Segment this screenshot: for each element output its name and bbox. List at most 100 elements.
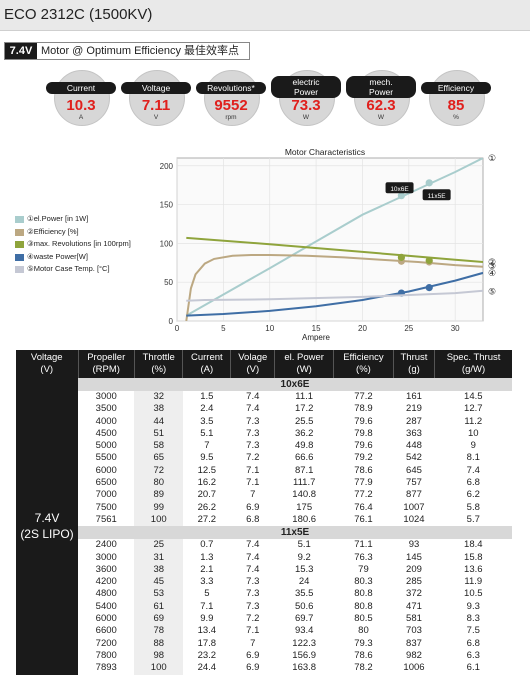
legend-item: ④waste Power[W] [15,252,131,265]
gauge-row: Current 10.3 A Voltage 7.11 V Revolutions* 9552… [0,70,530,130]
table-row: 7200 88 17.8 7 122.3 79.3 837 6.8 [16,637,512,650]
table-cell: 3600 [95,563,117,575]
table-cell: 837 [406,637,422,649]
legend-swatch [15,266,24,273]
table-cell: 287 [406,415,422,427]
table-cell: 66.6 [294,452,314,464]
table-cell: 9.9 [200,613,214,625]
series-marker [425,284,433,292]
table-cell: 78 [134,625,183,638]
table-cell: 38 [134,563,183,577]
table-cell: 8.3 [466,613,480,625]
page-title: ECO 2312C (1500KV) [4,6,153,23]
gauge-value: 10.3 [66,97,96,114]
gauge-unit: % [453,114,459,121]
table-cell: 87.1 [294,464,314,476]
series-marker [425,179,433,187]
table-body: 7.4V (2S LIPO) 10x6E 3000 32 1.5 7.4 11.1 77.2 16… [16,378,512,675]
table-cell: 7.3 [246,440,260,452]
table-cell: 703 [406,625,422,637]
table-cell: 982 [406,649,422,661]
table-cell: 50.6 [294,600,314,612]
table-cell: 17.8 [197,637,217,649]
gauge-label: mech. Power [346,76,416,98]
table-cell: 10.5 [464,588,483,600]
table-cell: 79.2 [354,452,373,464]
gauge-circle [204,70,260,126]
table-cell: 9.5 [200,452,214,464]
table-cell: 6.8 [466,477,480,489]
table-cell: 7.4 [466,464,480,476]
table-row: 3000 31 1.3 7.4 9.2 76.3 145 15.8 [16,551,512,564]
table-row: 4500 51 5.1 7.3 36.2 79.8 363 10 [16,427,512,441]
column-header: Thrust (g) [392,350,435,378]
y-tick-label: 100 [160,239,174,248]
table-row: 2400 25 0.7 7.4 5.1 71.1 93 18.4 [16,539,512,552]
table-cell: 5500 [95,452,117,464]
y-tick-label: 0 [169,317,174,326]
table-header-row: Voltage (V) Propeller (RPM) Throttle (%) Curre… [16,350,512,378]
table-cell: 7.4 [246,391,260,402]
table-cell: 58 [134,440,183,453]
table-cell: 7000 [95,489,117,501]
table-cell: 1006 [403,662,425,674]
legend-swatch [15,253,24,261]
table-cell: 11.2 [464,415,483,427]
series-line-2 [185,254,483,321]
table-cell: 6.8 [466,637,480,649]
table-cell: 4500 [95,427,117,439]
table-cell: 140.8 [292,489,317,501]
table-cell: 78.2 [354,662,373,674]
table-cell: 7.3 [246,427,260,439]
table-cell: 372 [406,588,422,600]
table-cell: 2.4 [200,403,214,415]
table-cell: 363 [406,427,422,439]
table-cell: 79.6 [354,415,373,427]
gauge-value: 62.3 [366,97,396,114]
gauge-label: Efficiency [421,82,491,94]
table-cell: 12.7 [464,403,483,415]
table-row: 3600 38 2.1 7.4 15.3 79 209 13.6 [16,563,512,577]
table-cell: 219 [406,403,422,415]
series-line-5 [186,289,483,302]
table-cell: 542 [406,452,422,464]
series-marker [397,253,405,261]
table-cell: 79 [358,563,369,575]
table-cell: 18.4 [464,539,483,551]
table-cell: 65 [134,452,183,465]
x-axis-label: Ampere [302,333,331,342]
legend-item: ②Efficiency [%] [15,227,131,240]
table-cell: 4800 [95,588,117,600]
table-cell: 877 [406,489,422,501]
table-cell: 76.3 [354,551,373,563]
table-cell: 7 [250,489,256,501]
gauge-unit: A [78,114,84,121]
table-cell: 3000 [95,551,117,563]
table-cell: 77.2 [354,489,373,501]
y-tick-label: 150 [160,201,174,210]
table-cell: 4200 [95,576,117,588]
table-row: 7893 100 24.4 6.9 163.8 78.2 1006 6.1 [16,662,512,675]
voltage-tag: 7.4V [5,43,37,59]
table-cell: 5000 [95,440,117,452]
column-header: Voltage (V) [16,350,78,378]
table-cell: 7561 [95,513,117,525]
table-cell: 7200 [95,637,117,649]
table-cell: 80 [134,477,183,490]
table-cell: 6000 [95,464,117,476]
series-marker [425,256,433,265]
legend-swatch [15,216,24,223]
table-cell: 32 [134,391,183,404]
table-row: 6000 69 9.9 7.2 69.7 80.5 581 8.3 [16,613,512,626]
table-cell: 27.2 [197,513,217,525]
table-cell: 79.8 [354,427,373,439]
column-header: Current (A) [182,350,231,378]
table-cell: 98 [134,649,183,663]
legend-label: ③max. Revolutions [in 100rpm] [27,239,131,248]
table-row: 3000 32 1.5 7.4 11.1 77.2 161 14.5 [16,391,512,404]
table-cell: 80.3 [354,576,373,588]
table-cell: 45 [134,576,183,589]
series-end-marker: ③ [488,262,496,272]
column-header: Volage (V) [230,350,275,378]
table-cell: 78.9 [354,403,373,415]
